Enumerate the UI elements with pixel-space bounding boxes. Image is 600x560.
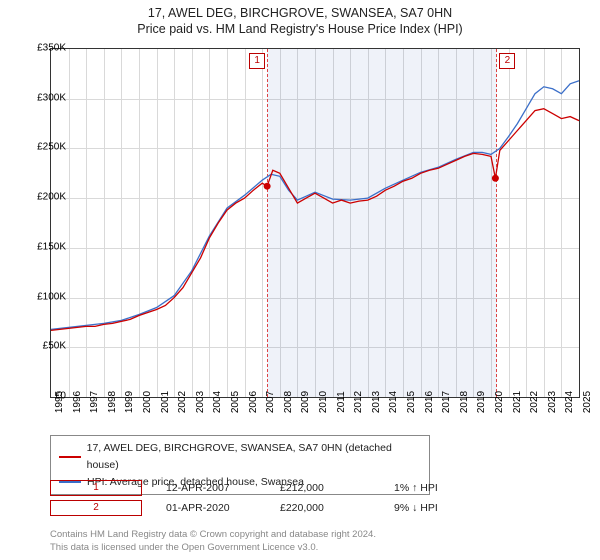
transaction-row: 1 12-APR-2007 £212,000 1% ↑ HPI xyxy=(50,478,484,498)
transactions-table: 1 12-APR-2007 £212,000 1% ↑ HPI 2 01-APR-2020… xyxy=(50,478,484,518)
sale-point xyxy=(264,183,271,190)
x-axis-label: 2017 xyxy=(441,391,452,413)
footer-line: This data is licensed under the Open Gov… xyxy=(50,542,376,554)
x-axis-label: 2010 xyxy=(318,391,329,413)
x-axis-label: 2015 xyxy=(406,391,417,413)
title-address: 17, AWEL DEG, BIRCHGROVE, SWANSEA, SA7 0… xyxy=(0,0,600,20)
y-axis-label: £150K xyxy=(37,241,66,252)
transaction-price: £220,000 xyxy=(280,502,370,514)
property-line xyxy=(51,109,579,331)
x-axis-label: 2007 xyxy=(265,391,276,413)
x-axis-label: 2016 xyxy=(424,391,435,413)
x-axis-label: 2005 xyxy=(230,391,241,413)
transaction-date: 12-APR-2007 xyxy=(166,482,256,494)
sale-point xyxy=(492,175,499,182)
x-axis-label: 2024 xyxy=(564,391,575,413)
marker-inline: 2 xyxy=(50,500,142,516)
transaction-price: £212,000 xyxy=(280,482,370,494)
x-axis-label: 2018 xyxy=(459,391,470,413)
footer-line: Contains HM Land Registry data © Crown c… xyxy=(50,529,376,541)
x-axis-label: 2003 xyxy=(195,391,206,413)
transaction-date: 01-APR-2020 xyxy=(166,502,256,514)
y-axis-label: £300K xyxy=(37,92,66,103)
x-axis-label: 1995 xyxy=(54,391,65,413)
transaction-delta: 1% ↑ HPI xyxy=(394,482,484,494)
legend-swatch-red xyxy=(59,456,81,458)
x-axis-label: 2011 xyxy=(336,391,347,413)
transaction-delta: 9% ↓ HPI xyxy=(394,502,484,514)
x-axis-label: 1997 xyxy=(89,391,100,413)
x-axis-label: 1998 xyxy=(107,391,118,413)
x-axis-label: 2008 xyxy=(283,391,294,413)
x-axis-label: 2025 xyxy=(582,391,593,413)
x-axis-label: 2006 xyxy=(248,391,259,413)
x-axis-label: 2002 xyxy=(177,391,188,413)
x-axis-label: 1996 xyxy=(72,391,83,413)
y-axis-label: £350K xyxy=(37,43,66,54)
y-axis-label: £200K xyxy=(37,192,66,203)
marker-inline: 1 xyxy=(50,480,142,496)
x-axis-label: 2012 xyxy=(353,391,364,413)
line-chart: 12 xyxy=(50,48,580,398)
y-axis-label: £250K xyxy=(37,142,66,153)
x-axis-label: 1999 xyxy=(124,391,135,413)
x-axis-label: 2020 xyxy=(494,391,505,413)
x-axis-label: 2014 xyxy=(388,391,399,413)
x-axis-label: 2000 xyxy=(142,391,153,413)
title-subtitle: Price paid vs. HM Land Registry's House … xyxy=(0,20,600,36)
x-axis-label: 2001 xyxy=(160,391,171,413)
x-axis-label: 2022 xyxy=(529,391,540,413)
chart-container: 17, AWEL DEG, BIRCHGROVE, SWANSEA, SA7 0… xyxy=(0,0,600,560)
x-axis-label: 2009 xyxy=(300,391,311,413)
x-axis-label: 2021 xyxy=(512,391,523,413)
x-axis-label: 2019 xyxy=(476,391,487,413)
legend-label: 17, AWEL DEG, BIRCHGROVE, SWANSEA, SA7 0… xyxy=(87,440,421,474)
x-axis-label: 2013 xyxy=(371,391,382,413)
y-axis-label: £100K xyxy=(37,291,66,302)
transaction-row: 2 01-APR-2020 £220,000 9% ↓ HPI xyxy=(50,498,484,518)
y-axis-label: £50K xyxy=(43,341,66,352)
hpi-line xyxy=(51,81,579,330)
x-axis-label: 2004 xyxy=(212,391,223,413)
legend-row: 17, AWEL DEG, BIRCHGROVE, SWANSEA, SA7 0… xyxy=(59,440,421,474)
x-axis-label: 2023 xyxy=(547,391,558,413)
footer-licence: Contains HM Land Registry data © Crown c… xyxy=(50,529,376,554)
